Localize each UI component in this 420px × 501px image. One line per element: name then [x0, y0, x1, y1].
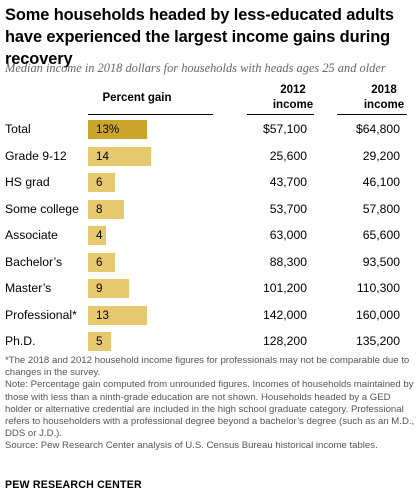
gain-bar [88, 305, 147, 325]
table-row: Some college 8 53,700 57,800 [0, 196, 420, 222]
gain-bar [88, 120, 147, 139]
gain-bar [88, 226, 106, 245]
table-row: Associate 4 63,000 65,600 [0, 222, 420, 248]
income-2012-value: 25,600 [269, 148, 307, 163]
income-2018-value: 46,100 [362, 175, 400, 189]
income-2012-value: 142,000 [262, 307, 307, 322]
header-2012-year: 2012 [280, 84, 306, 96]
chart-subtitle: Median income in 2018 dollars for househ… [5, 61, 386, 75]
gain-value: 13% [96, 123, 120, 136]
row-label: Grade 9-12 [5, 148, 67, 163]
gain-bar [88, 146, 151, 166]
income-2018-value: $64,800 [355, 122, 400, 136]
header-2018-year: 2018 [371, 84, 397, 96]
notes: *The 2018 and 2012 household income figu… [5, 355, 417, 453]
income-2012-value: 88,300 [269, 254, 307, 269]
row-label: Professional* [5, 307, 77, 322]
income-2012-value: 43,700 [269, 175, 307, 189]
income-2012-value: 63,000 [269, 228, 307, 242]
income-2018-value: 29,200 [362, 148, 400, 163]
row-label: Ph.D. [5, 334, 36, 348]
header-percent-gain: Percent gain [102, 92, 172, 104]
chart-title: Some households headed by less-educated … [5, 6, 394, 68]
table-row: Grade 9-12 14 25,600 29,200 [0, 143, 420, 169]
table-row: Bachelor’s 6 88,300 93,500 [0, 249, 420, 275]
gain-value: 4 [96, 229, 103, 242]
header-rule-gain [88, 114, 213, 115]
gain-value: 5 [96, 335, 103, 348]
income-2012-value: 53,700 [269, 201, 307, 216]
gain-value: 8 [96, 202, 103, 216]
row-label: HS grad [5, 175, 50, 189]
table-row: Ph.D. 5 128,200 135,200 [0, 328, 420, 354]
income-2018-value: 110,300 [356, 281, 400, 295]
table-row: HS grad 6 43,700 46,100 [0, 169, 420, 195]
gain-value: 14 [96, 149, 109, 163]
table-row: Master’s 9 101,200 110,300 [0, 275, 420, 301]
table-row: Total 13% $57,100 $64,800 [0, 116, 420, 142]
income-2018-value: 135,200 [355, 334, 400, 348]
header-rule-2012 [247, 114, 314, 115]
header-2012-income-word: income [272, 99, 314, 111]
credit-logo-text: PEW RESEARCH CENTER [5, 479, 142, 491]
income-2018-value: 65,600 [362, 228, 400, 242]
row-label: Some college [5, 201, 79, 216]
footnote-note: Note: Percentage gain computed from unro… [5, 379, 415, 440]
gain-bar [88, 279, 129, 298]
gain-bar [88, 199, 124, 219]
gain-value: 9 [96, 282, 103, 295]
income-2018-value: 57,800 [362, 201, 400, 216]
footnote-source: Source: Pew Research Center analysis of … [5, 440, 378, 452]
gain-value: 13 [96, 308, 109, 322]
header-2018-income: 2018 income [334, 83, 420, 113]
income-2012-value: 128,200 [262, 334, 307, 348]
row-label: Master’s [5, 281, 52, 295]
header-rule-2018 [337, 114, 407, 115]
income-2018-value: 160,000 [355, 307, 400, 322]
row-label: Total [5, 122, 31, 136]
income-2012-value: $57,100 [262, 122, 307, 136]
table-row: Professional* 13 142,000 160,000 [0, 302, 420, 328]
gain-value: 6 [96, 176, 103, 189]
header-2012-income: 2012 income [243, 83, 343, 113]
income-2012-value: 101,200 [262, 281, 307, 295]
gain-value: 6 [96, 255, 103, 269]
footnote-asterisk: *The 2018 and 2012 household income figu… [5, 355, 410, 379]
row-label: Associate [5, 228, 58, 242]
income-2018-value: 93,500 [362, 254, 400, 269]
header-2018-income-word: income [363, 99, 405, 111]
row-label: Bachelor’s [5, 254, 63, 269]
gain-bar [88, 332, 111, 351]
gain-bar [88, 173, 115, 192]
gain-bar [88, 252, 115, 272]
